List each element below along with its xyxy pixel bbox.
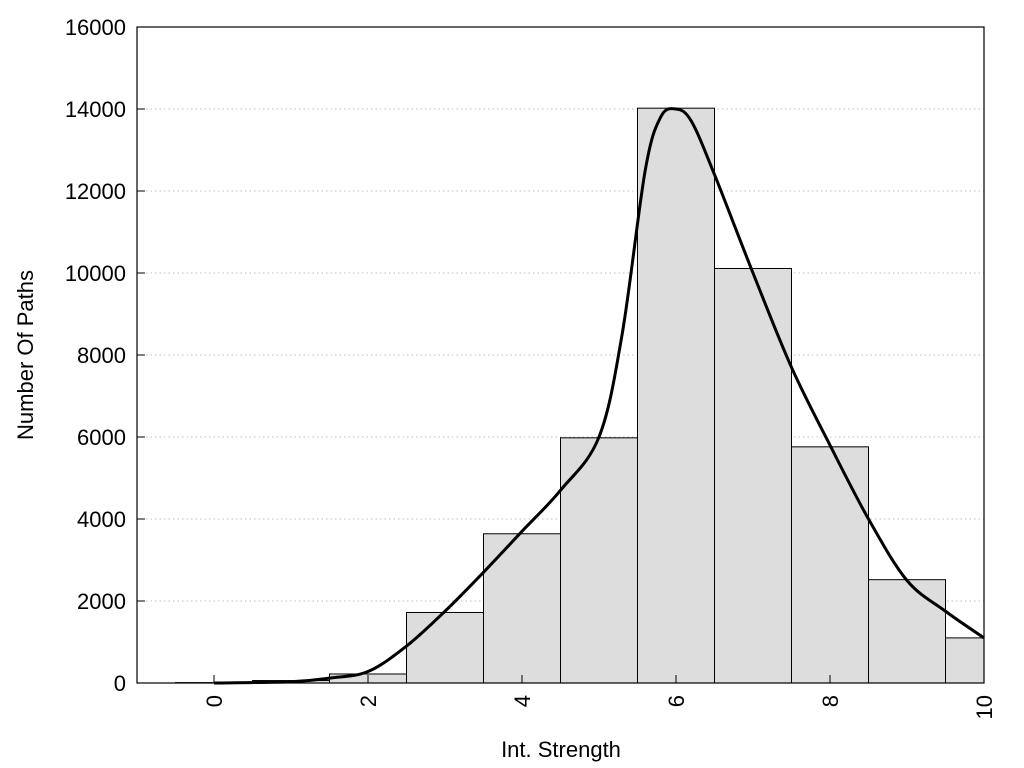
histogram-bar [483, 533, 561, 684]
histogram-bar [791, 446, 869, 684]
y-tick-label: 0 [114, 671, 126, 696]
x-tick-label: 6 [664, 695, 689, 707]
histogram-bar [406, 611, 484, 684]
y-tick-label: 4000 [77, 507, 126, 532]
x-tick-label: 2 [356, 695, 381, 707]
x-tick-label: 0 [202, 695, 227, 707]
curve-group [213, 107, 985, 685]
y-tick-label: 8000 [77, 343, 126, 368]
y-tick-label: 10000 [65, 261, 126, 286]
histogram-bar [560, 437, 638, 684]
y-tick-label: 12000 [65, 179, 126, 204]
density-curve [213, 107, 985, 685]
y-axis-label: Number Of Paths [13, 270, 38, 440]
x-axis-ticks: 0 2 4 6 8 10 [202, 675, 997, 719]
y-axis-ticks: 0 2000 4000 6000 8000 10000 12000 14000 16000 [65, 15, 145, 696]
y-tick-label: 14000 [65, 97, 126, 122]
x-tick-label: 10 [972, 695, 997, 719]
histogram-bar [868, 579, 946, 684]
y-tick-label: 16000 [65, 15, 126, 40]
x-axis-label: Int. Strength [501, 737, 621, 762]
histogram-bar [714, 267, 792, 684]
y-tick-label: 2000 [77, 589, 126, 614]
x-tick-label: 8 [818, 695, 843, 707]
x-tick-label: 4 [510, 695, 535, 707]
histogram-bar [945, 637, 985, 684]
y-tick-label: 6000 [77, 425, 126, 450]
histogram-bar [637, 107, 715, 684]
bars [175, 107, 985, 684]
